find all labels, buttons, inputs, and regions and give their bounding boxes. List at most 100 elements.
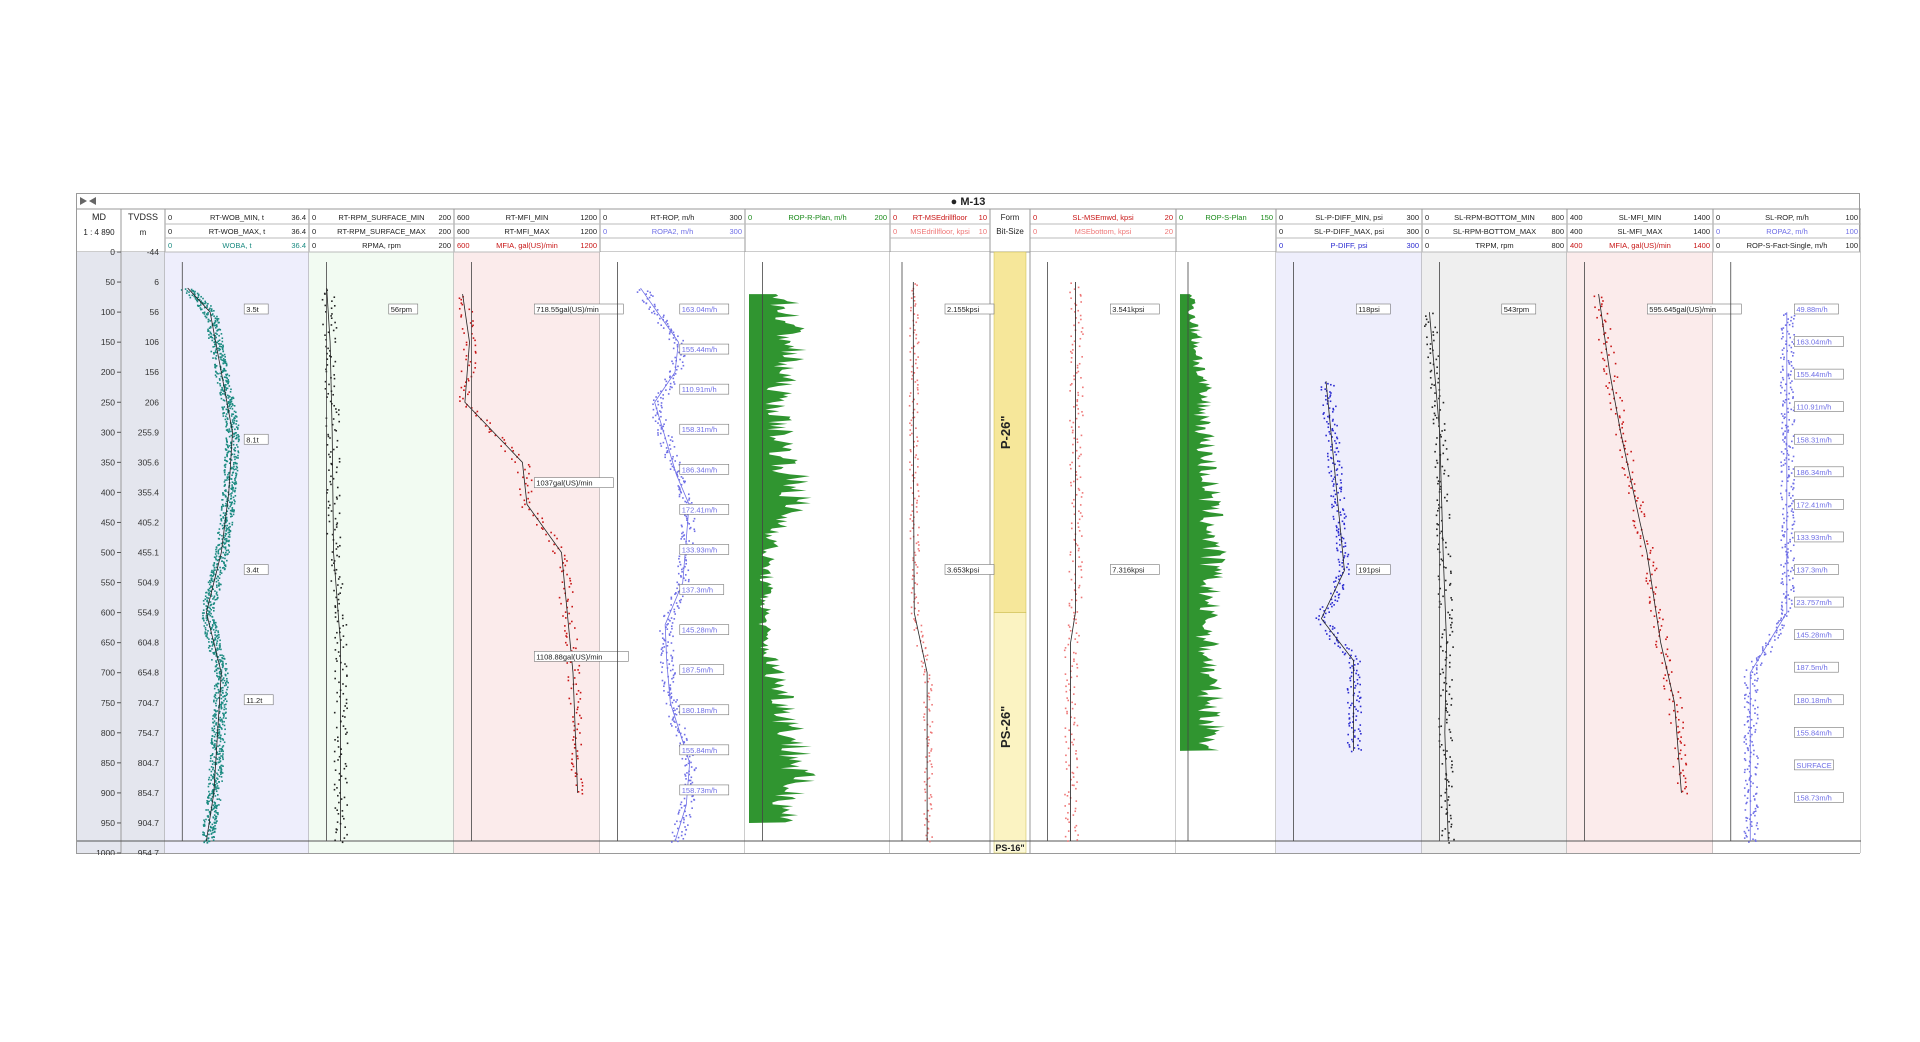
- data-point: [571, 605, 574, 608]
- data-point: [1748, 777, 1751, 780]
- data-point: [641, 299, 644, 302]
- data-point: [1445, 589, 1447, 591]
- data-point: [233, 510, 235, 513]
- tvdss-tick-label: 405.2: [138, 517, 160, 527]
- data-point: [184, 288, 187, 290]
- data-point: [207, 802, 209, 805]
- data-point: [914, 303, 917, 305]
- data-point: [930, 750, 932, 752]
- data-point: [219, 660, 222, 663]
- data-point: [1445, 448, 1448, 450]
- data-point: [224, 459, 226, 461]
- data-point: [205, 635, 208, 638]
- data-point: [1436, 417, 1438, 419]
- data-point: [346, 742, 349, 745]
- data-point: [1336, 526, 1338, 529]
- data-point: [1335, 405, 1337, 408]
- data-point: [573, 729, 576, 732]
- data-point: [1333, 581, 1335, 583]
- data-point: [337, 813, 340, 815]
- data-point: [230, 478, 233, 480]
- data-point: [1789, 570, 1792, 573]
- data-point: [1754, 810, 1757, 813]
- data-point: [224, 514, 226, 517]
- data-point: [335, 542, 338, 545]
- data-point: [1752, 744, 1754, 747]
- data-point: [223, 699, 225, 702]
- data-point: [1077, 457, 1080, 460]
- data-point: [225, 549, 228, 552]
- data-point: [1785, 503, 1787, 506]
- data-point: [236, 428, 239, 430]
- data-point: [1070, 308, 1073, 310]
- data-point: [233, 453, 236, 456]
- data-point: [1781, 609, 1784, 612]
- data-point: [461, 303, 464, 306]
- data-point: [1340, 481, 1342, 484]
- data-point: [223, 724, 226, 727]
- data-point: [220, 343, 222, 345]
- track-header-max: 100: [1845, 241, 1858, 250]
- data-point: [1750, 727, 1753, 729]
- data-point: [213, 324, 215, 327]
- data-point: [206, 599, 209, 602]
- data-point: [230, 415, 233, 417]
- data-point: [1328, 635, 1331, 637]
- data-point: [1608, 354, 1610, 356]
- data-point: [925, 817, 927, 820]
- data-point: [231, 507, 234, 509]
- data-point: [216, 318, 219, 321]
- data-point: [334, 636, 337, 639]
- data-point: [215, 805, 218, 808]
- collapse-icon[interactable]: [79, 195, 97, 207]
- data-point: [915, 321, 918, 324]
- data-point: [1329, 400, 1332, 403]
- data-point: [675, 726, 677, 728]
- data-point: [1649, 552, 1652, 554]
- data-point: [1075, 372, 1078, 374]
- data-point: [576, 750, 579, 752]
- data-point: [1621, 423, 1623, 425]
- data-point: [930, 688, 932, 690]
- value-label: 3.653kpsi: [947, 566, 979, 575]
- data-point: [223, 684, 226, 687]
- data-point: [572, 720, 574, 723]
- data-point: [215, 717, 218, 720]
- data-point: [1754, 840, 1757, 842]
- data-point: [218, 724, 221, 727]
- data-point: [1448, 714, 1451, 716]
- data-point: [213, 709, 216, 711]
- data-point: [202, 824, 205, 826]
- data-point: [1683, 744, 1686, 746]
- data-point: [658, 418, 660, 420]
- data-point: [232, 436, 234, 439]
- data-point: [226, 524, 229, 527]
- data-point: [540, 527, 543, 529]
- track-header-max: 1400: [1693, 241, 1710, 250]
- data-point: [217, 552, 220, 555]
- data-point: [914, 362, 917, 365]
- data-point: [1071, 665, 1074, 667]
- data-point: [223, 470, 226, 472]
- data-point: [216, 649, 219, 651]
- data-point: [1788, 468, 1790, 471]
- data-point: [222, 358, 225, 360]
- data-point: [237, 440, 240, 443]
- data-point: [1073, 513, 1076, 516]
- data-point: [340, 586, 342, 589]
- data-point: [1449, 756, 1451, 758]
- data-point: [1327, 423, 1330, 425]
- data-point: [334, 517, 337, 520]
- data-point: [226, 553, 228, 556]
- data-point: [916, 387, 919, 389]
- data-point: [224, 553, 226, 556]
- data-point: [1076, 641, 1079, 644]
- data-point: [459, 396, 461, 398]
- data-point: [1784, 437, 1786, 440]
- data-point: [1075, 417, 1078, 420]
- data-point: [689, 816, 692, 818]
- data-point: [329, 504, 331, 507]
- data-point: [924, 647, 927, 650]
- data-point: [1069, 629, 1072, 632]
- data-point: [672, 377, 675, 380]
